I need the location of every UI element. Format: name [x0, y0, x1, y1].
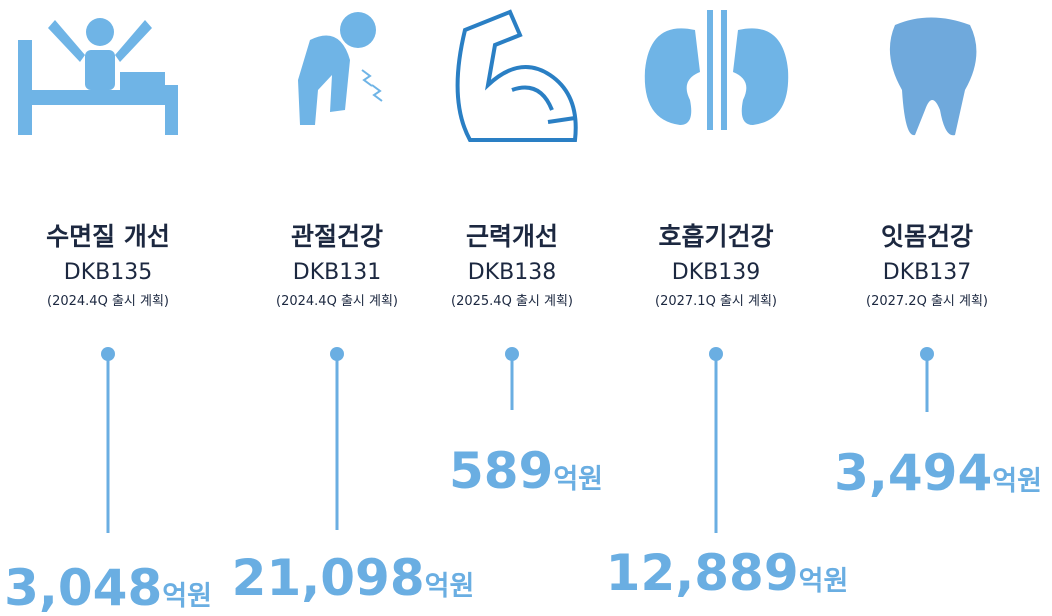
item-name: 잇몸건강 — [881, 222, 973, 251]
amount-value: 12,889 — [606, 544, 799, 602]
dot — [709, 347, 723, 361]
icon-kidney — [644, 10, 789, 130]
amount-unit: 억원 — [162, 581, 212, 612]
amount: 21,098억원 — [232, 549, 475, 607]
item-name: 관절건강 — [291, 222, 383, 251]
icon-joint — [298, 12, 383, 125]
item-code: DKB131 — [293, 260, 381, 285]
item-code: DKB139 — [672, 260, 760, 285]
item-plan: (2027.2Q 출시 계획) — [866, 294, 988, 309]
dot — [330, 347, 344, 361]
amount: 3,048억원 — [4, 559, 212, 616]
item-code: DKB138 — [468, 260, 556, 285]
item-code: DKB137 — [883, 260, 971, 285]
item-plan: (2025.4Q 출시 계획) — [451, 294, 573, 309]
amount: 3,494억원 — [834, 444, 1042, 502]
icon-tooth — [889, 17, 977, 136]
item-plan: (2027.1Q 출시 계획) — [655, 294, 777, 309]
icon-muscle — [455, 9, 578, 142]
amount-value: 21,098 — [232, 549, 425, 607]
item-name: 수면질 개선 — [46, 222, 170, 251]
amount-unit: 억원 — [992, 466, 1042, 497]
amount: 589억원 — [449, 442, 603, 500]
item-code: DKB135 — [64, 260, 152, 285]
dot — [505, 347, 519, 361]
item-plan: (2024.4Q 출시 계획) — [47, 294, 169, 309]
amount-value: 589 — [449, 442, 553, 500]
amount-unit: 억원 — [799, 566, 849, 597]
dot — [101, 347, 115, 361]
dot — [920, 347, 934, 361]
item-name: 근력개선 — [466, 222, 558, 251]
amount-value: 3,494 — [834, 444, 992, 502]
amount-value: 3,048 — [4, 559, 162, 616]
amount: 12,889억원 — [606, 544, 849, 602]
amount-unit: 억원 — [425, 571, 475, 602]
item-name: 호흡기건강 — [658, 222, 773, 251]
item-plan: (2024.4Q 출시 계획) — [276, 294, 398, 309]
icon-sleep — [18, 18, 178, 135]
amount-unit: 억원 — [553, 464, 603, 495]
